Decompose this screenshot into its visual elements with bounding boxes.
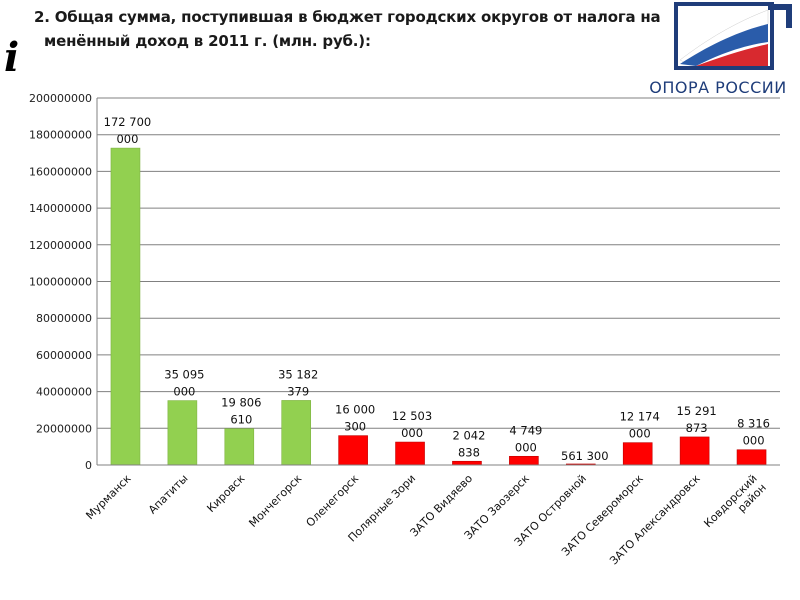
opora-rossii-logo: ОПОРА РОССИИ bbox=[636, 0, 800, 100]
data-label-line: 000 bbox=[173, 385, 195, 399]
data-label: 12 174 000 bbox=[620, 410, 660, 441]
x-tick-label-line: Мурманск bbox=[83, 472, 133, 522]
y-tick-label: 0 bbox=[85, 459, 92, 472]
data-label-line: 000 bbox=[401, 426, 423, 440]
bar bbox=[224, 428, 255, 466]
data-label-line: 300 bbox=[344, 420, 366, 434]
data-label-line: 000 bbox=[515, 440, 537, 454]
bar bbox=[110, 147, 141, 466]
data-label-line: 12 503 bbox=[392, 409, 432, 423]
x-tick-label: Оленегорск bbox=[304, 472, 362, 530]
bar bbox=[509, 455, 539, 466]
y-tick-label: 80000000 bbox=[36, 312, 92, 325]
x-tick-label-line: Оленегорск bbox=[304, 472, 362, 530]
y-tick-label: 40000000 bbox=[36, 386, 92, 399]
data-label: 12 503 000 bbox=[392, 409, 432, 440]
y-tick-label: 60000000 bbox=[36, 349, 92, 362]
data-label-line: 4 749 bbox=[509, 423, 542, 437]
bars bbox=[110, 147, 767, 466]
data-label: 8 316 000 bbox=[737, 417, 770, 448]
bar bbox=[167, 400, 198, 466]
data-label-line: 000 bbox=[116, 132, 138, 146]
data-label-line: 16 000 bbox=[335, 403, 375, 417]
bar bbox=[338, 435, 368, 466]
data-label: 15 291 873 bbox=[677, 404, 717, 435]
title-line-2: менённый доход в 2011 г. (млн. руб.): bbox=[34, 32, 371, 50]
y-axis-tick-labels: 0 20000000 40000000 60000000 80000000 1000000… bbox=[29, 92, 92, 472]
data-label-line: 8 316 bbox=[737, 417, 770, 431]
x-tick-label: Ковдорскийрайон bbox=[701, 472, 768, 539]
y-tick-label: 140000000 bbox=[29, 202, 92, 215]
data-label-line: 172 700 bbox=[104, 115, 152, 129]
data-label-line: 15 291 bbox=[677, 404, 717, 418]
slide-title: 2. Общая сумма, поступившая в бюджет гор… bbox=[20, 4, 680, 52]
data-label-line: 000 bbox=[743, 434, 765, 448]
x-tick-label-line: Апатиты bbox=[146, 472, 191, 517]
info-icon: i bbox=[4, 34, 20, 81]
logo-emblem-icon bbox=[674, 2, 792, 70]
data-label-line: 561 300 bbox=[561, 449, 609, 463]
x-tick-label-line: Мончегорск bbox=[246, 472, 304, 530]
y-tick-label: 100000000 bbox=[29, 276, 92, 289]
data-label-line: 35 095 bbox=[164, 368, 204, 382]
data-labels: 172 700 000 35 095 000 19 806 610 35 182 379 16 … bbox=[104, 115, 770, 463]
data-label: 2 042 838 bbox=[452, 428, 485, 459]
title-line-1: 2. Общая сумма, поступившая в бюджет гор… bbox=[34, 8, 661, 26]
data-label: 4 749 000 bbox=[509, 423, 542, 454]
bar bbox=[395, 441, 425, 466]
y-tick-label: 20000000 bbox=[36, 422, 92, 435]
bar bbox=[736, 449, 767, 466]
data-label: 35 182 379 bbox=[278, 367, 318, 398]
data-label: 35 095 000 bbox=[164, 368, 204, 399]
data-label-line: 000 bbox=[629, 427, 651, 441]
y-tick-label: 120000000 bbox=[29, 239, 92, 252]
y-tick-label: 200000000 bbox=[29, 92, 92, 105]
data-label-line: 379 bbox=[287, 384, 309, 398]
data-label: 19 806 610 bbox=[221, 396, 261, 427]
data-label-line: 2 042 bbox=[452, 428, 485, 442]
y-tick-label: 180000000 bbox=[29, 129, 92, 142]
data-label-line: 873 bbox=[686, 421, 708, 435]
x-axis-category-labels: Мурманск Апатиты Кировск Мончегорск Оленегор… bbox=[83, 472, 768, 568]
data-label-line: 838 bbox=[458, 445, 480, 459]
y-tick-label: 160000000 bbox=[29, 165, 92, 178]
x-tick-label-line: Кировск bbox=[204, 472, 247, 515]
data-label-line: 12 174 bbox=[620, 410, 660, 424]
data-label: 561 300 bbox=[561, 449, 609, 463]
x-tick-label: Апатиты bbox=[146, 472, 191, 517]
bar bbox=[281, 400, 312, 466]
bar bbox=[452, 460, 482, 466]
data-label: 16 000 300 bbox=[335, 403, 375, 434]
bar bbox=[622, 442, 653, 466]
bar bbox=[679, 436, 710, 466]
data-label: 172 700 000 bbox=[104, 115, 152, 146]
x-tick-label: Мурманск bbox=[83, 472, 133, 522]
data-label-line: 19 806 bbox=[221, 396, 261, 410]
gridlines bbox=[97, 97, 780, 429]
x-tick-label: Мончегорск bbox=[246, 472, 304, 530]
logo-text: ОПОРА РОССИИ bbox=[649, 78, 787, 97]
x-tick-label: Кировск bbox=[204, 472, 247, 515]
data-label-line: 35 182 bbox=[278, 367, 318, 381]
data-label-line: 610 bbox=[230, 413, 252, 427]
